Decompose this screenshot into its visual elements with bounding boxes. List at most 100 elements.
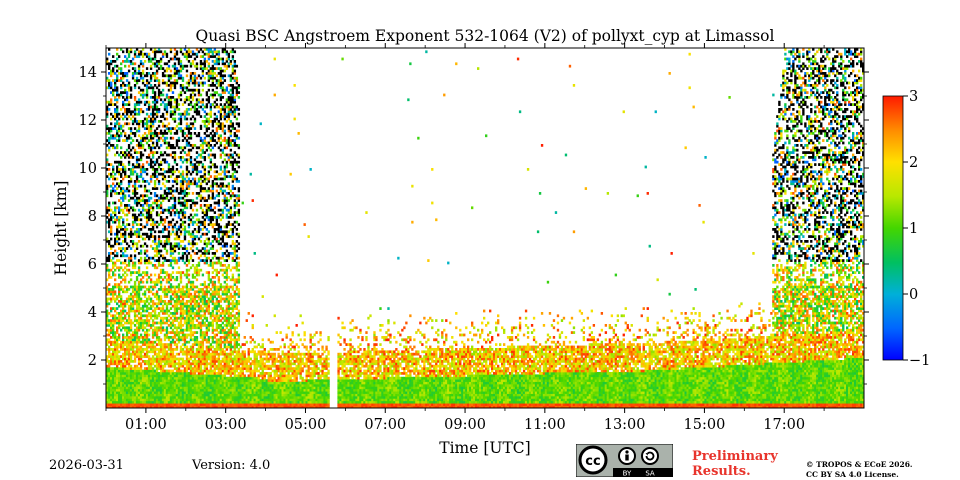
heatmap-cell bbox=[209, 204, 213, 207]
heatmap-cell bbox=[120, 180, 123, 183]
heatmap-cell bbox=[169, 115, 173, 118]
heatmap-cell bbox=[131, 321, 135, 325]
heatmap-cell bbox=[106, 184, 109, 188]
heatmap-cell bbox=[145, 340, 149, 344]
heatmap-cell bbox=[189, 132, 193, 135]
heatmap-cell bbox=[213, 328, 217, 332]
heatmap-cell bbox=[203, 400, 207, 404]
heatmap-cell bbox=[187, 396, 191, 399]
heatmap-cell bbox=[187, 384, 191, 387]
heatmap-cell bbox=[125, 206, 129, 210]
heatmap-cell bbox=[179, 67, 183, 70]
heatmap-cell bbox=[118, 316, 121, 320]
heatmap-cell bbox=[169, 261, 173, 265]
heatmap-cell bbox=[133, 165, 137, 169]
heatmap-cell bbox=[211, 362, 215, 366]
heatmap-cell bbox=[108, 72, 111, 75]
heatmap-cell bbox=[189, 148, 193, 152]
heatmap-cell bbox=[199, 254, 203, 258]
heatmap-cell bbox=[145, 122, 149, 126]
heatmap-cell bbox=[149, 314, 153, 318]
heatmap-cell bbox=[209, 355, 213, 358]
heatmap-cell bbox=[163, 242, 167, 246]
heatmap-cell bbox=[129, 206, 133, 210]
heatmap-cell bbox=[145, 223, 149, 226]
heatmap-cell bbox=[177, 386, 181, 390]
heatmap-cell bbox=[215, 216, 219, 219]
heatmap-cell bbox=[175, 309, 179, 313]
heatmap-cell bbox=[110, 309, 113, 313]
heatmap-cell bbox=[183, 52, 187, 56]
heatmap-cell bbox=[177, 290, 181, 294]
heatmap-cell bbox=[197, 100, 201, 104]
heatmap-cell bbox=[169, 283, 173, 286]
heatmap-cell bbox=[205, 381, 209, 385]
heatmap-cell bbox=[151, 388, 155, 392]
heatmap-cell bbox=[118, 321, 121, 325]
heatmap-cell bbox=[213, 201, 217, 205]
heatmap-cell bbox=[124, 151, 127, 154]
heatmap-cell bbox=[187, 184, 191, 188]
heatmap-cell bbox=[137, 158, 141, 162]
heatmap-cell bbox=[129, 364, 133, 368]
heatmap-cell bbox=[155, 357, 159, 361]
heatmap-cell bbox=[118, 312, 121, 315]
heatmap-cell bbox=[175, 398, 179, 402]
heatmap-cell bbox=[169, 259, 173, 262]
heatmap-cell bbox=[135, 396, 139, 399]
heatmap-cell bbox=[118, 319, 121, 322]
heatmap-cell bbox=[110, 369, 113, 373]
heatmap-cell bbox=[169, 374, 173, 378]
heatmap-cell bbox=[145, 79, 149, 82]
heatmap-cell bbox=[169, 264, 173, 267]
heatmap-cell bbox=[217, 55, 221, 58]
heatmap-cell bbox=[177, 96, 181, 99]
heatmap-cell bbox=[106, 187, 109, 190]
heatmap-cell bbox=[157, 372, 161, 375]
heatmap-cell bbox=[108, 338, 111, 342]
heatmap-cell bbox=[133, 384, 137, 387]
heatmap-cell bbox=[161, 52, 165, 56]
heatmap-cell bbox=[118, 223, 121, 226]
heatmap-cell bbox=[147, 405, 151, 409]
heatmap-cell bbox=[165, 112, 169, 116]
heatmap-cell bbox=[120, 355, 123, 358]
heatmap-cell bbox=[219, 312, 223, 315]
heatmap-cell bbox=[191, 360, 195, 363]
heatmap-cell bbox=[159, 60, 163, 63]
heatmap-cell bbox=[207, 352, 211, 356]
heatmap-cell bbox=[159, 50, 163, 54]
heatmap-cell bbox=[151, 300, 155, 303]
heatmap-cell bbox=[108, 376, 111, 380]
heatmap-cell bbox=[177, 391, 181, 394]
heatmap-cell bbox=[207, 52, 211, 56]
heatmap-cell bbox=[110, 388, 113, 392]
heatmap-cell bbox=[137, 400, 141, 404]
heatmap-cell bbox=[145, 350, 149, 354]
heatmap-cell bbox=[169, 398, 173, 402]
heatmap-cell bbox=[199, 324, 203, 327]
heatmap-cell bbox=[133, 285, 137, 289]
heatmap-cell bbox=[122, 100, 125, 104]
heatmap-cell bbox=[207, 376, 211, 380]
heatmap-cell bbox=[217, 280, 221, 284]
heatmap-cell bbox=[173, 261, 177, 265]
heatmap-cell bbox=[155, 132, 159, 135]
heatmap-cell bbox=[129, 278, 133, 282]
heatmap-cell bbox=[118, 55, 121, 58]
heatmap-cell bbox=[207, 237, 211, 241]
heatmap-cell bbox=[116, 312, 119, 315]
heatmap-cell bbox=[195, 67, 199, 70]
heatmap-cell bbox=[209, 261, 213, 265]
heatmap-cell bbox=[193, 158, 197, 162]
heatmap-cell bbox=[139, 324, 143, 327]
heatmap-cell bbox=[139, 72, 143, 75]
heatmap-cell bbox=[151, 405, 155, 409]
heatmap-cell bbox=[197, 93, 201, 97]
heatmap-cell bbox=[122, 355, 125, 358]
heatmap-cell bbox=[147, 199, 151, 202]
heatmap-cell bbox=[125, 204, 129, 207]
heatmap-cell bbox=[112, 69, 115, 73]
heatmap-cell bbox=[135, 158, 139, 162]
